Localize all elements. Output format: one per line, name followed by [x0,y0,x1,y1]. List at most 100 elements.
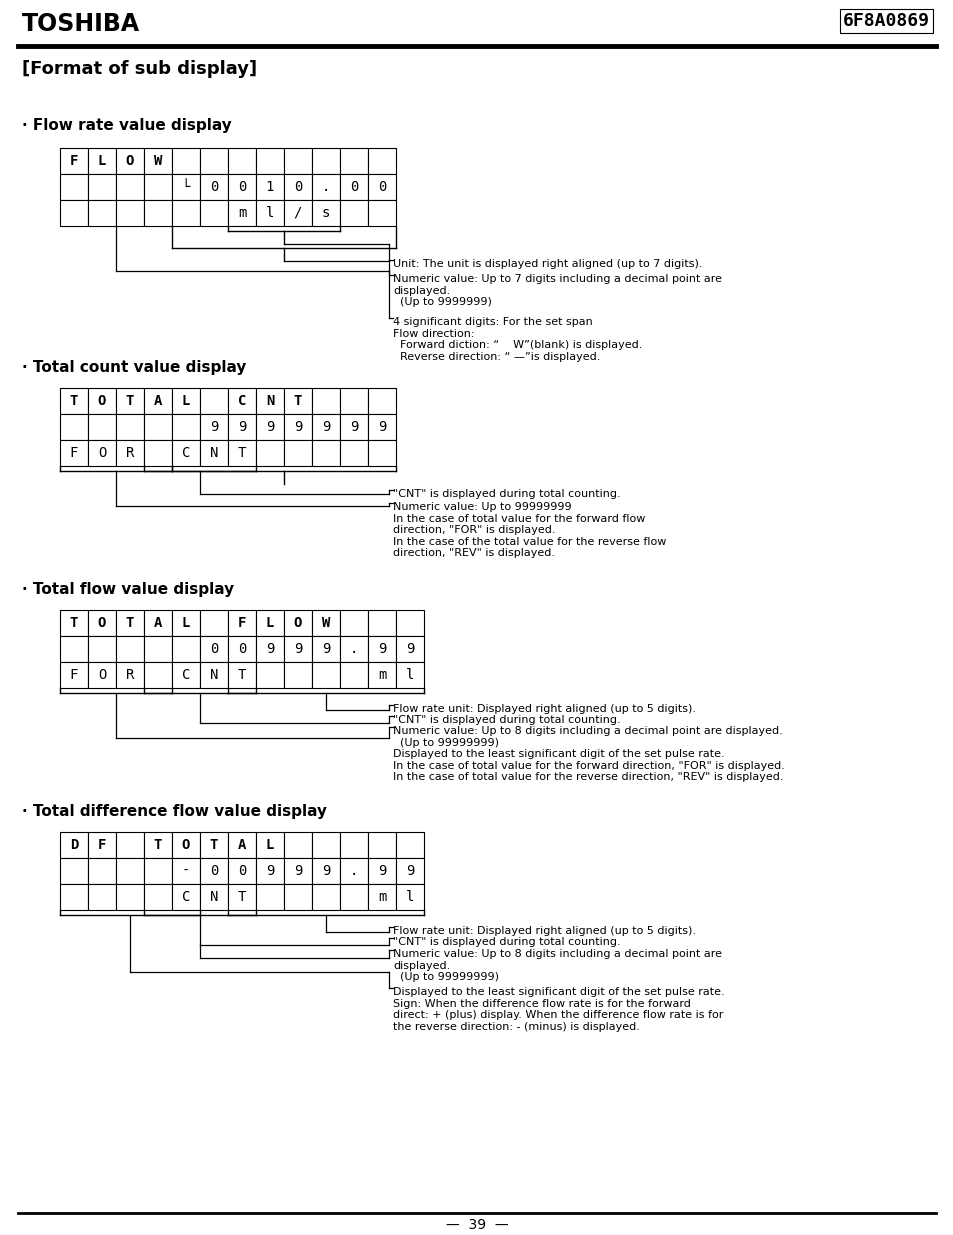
Text: 9: 9 [294,420,302,433]
Bar [200,636,228,662]
Bar [172,440,200,466]
Text: l: l [405,668,414,682]
Bar [228,858,255,884]
Text: s: s [321,206,330,220]
Text: "CNT" is displayed during total counting.: "CNT" is displayed during total counting… [393,489,620,499]
Text: 0: 0 [210,864,218,878]
Text: · Total flow value display: · Total flow value display [22,582,233,597]
Bar [312,832,339,858]
Text: m: m [237,206,246,220]
Text: C: C [237,394,246,408]
Bar [60,832,88,858]
Text: C: C [182,668,190,682]
Text: A: A [153,394,162,408]
Bar [144,662,172,688]
Bar [88,662,116,688]
Bar [339,858,368,884]
Bar [60,858,88,884]
Text: D: D [70,839,78,852]
Bar [368,200,395,226]
Text: 9: 9 [266,864,274,878]
Bar [200,858,228,884]
Text: O: O [126,154,134,168]
Bar [255,884,284,910]
Bar [284,148,312,174]
Text: F: F [70,154,78,168]
Bar [60,610,88,636]
Bar [116,414,144,440]
Bar [144,884,172,910]
Text: Numeric value: Up to 7 digits including a decimal point are
displayed.
  (Up to : Numeric value: Up to 7 digits including … [393,274,721,308]
Bar [312,174,339,200]
Bar [228,884,255,910]
Bar [395,858,423,884]
Bar [368,858,395,884]
Bar [312,858,339,884]
Bar [284,662,312,688]
Bar [312,200,339,226]
Bar [284,832,312,858]
Bar [172,832,200,858]
Bar [339,148,368,174]
Bar [116,858,144,884]
Text: 1: 1 [266,180,274,194]
Text: m: m [377,890,386,904]
Text: 9: 9 [405,864,414,878]
Text: "CNT" is displayed during total counting.: "CNT" is displayed during total counting… [393,937,620,947]
Text: 0: 0 [237,642,246,656]
Text: W: W [321,616,330,630]
Bar [116,388,144,414]
Bar [339,636,368,662]
Bar [116,610,144,636]
Bar [144,148,172,174]
Bar [255,636,284,662]
Bar [116,662,144,688]
Text: · Total count value display: · Total count value display [22,359,246,375]
Text: L: L [266,616,274,630]
Bar [255,610,284,636]
Bar [144,832,172,858]
Bar [116,440,144,466]
Text: O: O [182,839,190,852]
Bar [60,414,88,440]
Bar [339,174,368,200]
Text: F: F [70,446,78,459]
Bar [88,610,116,636]
Bar [60,174,88,200]
Bar [339,610,368,636]
Text: —  39  —: — 39 — [445,1218,508,1233]
Text: Numeric value: Up to 8 digits including a decimal point are displayed.
  (Up to : Numeric value: Up to 8 digits including … [393,726,784,783]
Bar [368,388,395,414]
Bar [368,148,395,174]
Text: 0: 0 [350,180,357,194]
Bar [339,884,368,910]
Bar [60,662,88,688]
Bar [312,636,339,662]
Text: 9: 9 [377,420,386,433]
Bar [60,148,88,174]
Bar [395,884,423,910]
Text: 9: 9 [377,864,386,878]
Bar [60,440,88,466]
Bar [284,858,312,884]
Bar [339,440,368,466]
Bar [228,610,255,636]
Bar [255,414,284,440]
Text: T: T [210,839,218,852]
Bar [395,832,423,858]
Text: 9: 9 [237,420,246,433]
Text: O: O [98,668,106,682]
Text: Flow rate unit: Displayed right aligned (up to 5 digits).: Flow rate unit: Displayed right aligned … [393,926,696,936]
Text: └: └ [182,180,190,194]
Bar [228,148,255,174]
Text: "CNT" is displayed during total counting.: "CNT" is displayed during total counting… [393,715,620,725]
Text: 9: 9 [266,642,274,656]
Text: -: - [182,864,190,878]
Text: Unit: The unit is displayed right aligned (up to 7 digits).: Unit: The unit is displayed right aligne… [393,259,701,269]
Text: T: T [70,616,78,630]
Text: O: O [98,616,106,630]
Text: /: / [294,206,302,220]
Bar [144,858,172,884]
Bar [312,440,339,466]
Bar [339,662,368,688]
